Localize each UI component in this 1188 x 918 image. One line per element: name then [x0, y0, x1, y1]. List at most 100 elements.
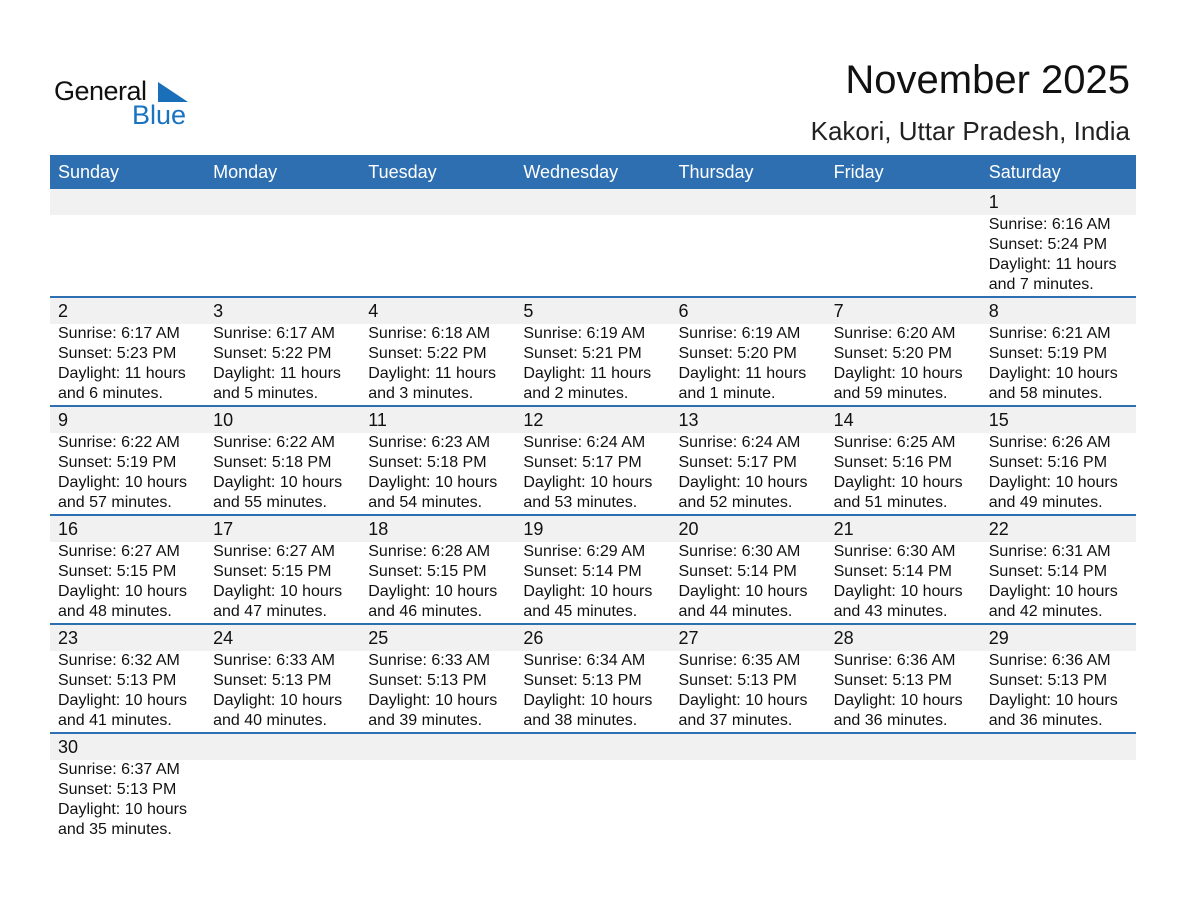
sunrise-text: Sunrise: 6:20 AM — [833, 325, 956, 342]
empty-day-cell — [515, 734, 670, 843]
daylight-text: Daylight: 10 hours — [58, 583, 187, 600]
day-cell: 22 Sunrise: 6:31 AM Sunset: 5:14 PM Dayligh… — [981, 516, 1136, 623]
sunset-text: Sunset: 5:13 PM — [833, 672, 952, 689]
weekday-thursday: Thursday — [678, 162, 754, 182]
day-number: 22 — [988, 519, 1009, 539]
sunset-text: Sunset: 5:13 PM — [368, 672, 487, 689]
day-number-band — [50, 189, 1136, 215]
daylight-minutes-text: and 52 minutes. — [678, 494, 793, 511]
daylight-minutes-text: and 5 minutes. — [213, 385, 319, 402]
sunrise-text: Sunrise: 6:19 AM — [678, 325, 801, 342]
daylight-text: Daylight: 10 hours — [988, 583, 1118, 600]
daylight-minutes-text: and 6 minutes. — [58, 385, 163, 402]
general-blue-logo: General Blue — [54, 76, 194, 132]
day-cell: 4 Sunrise: 6:18 AM Sunset: 5:22 PM Daylight… — [360, 298, 515, 405]
daylight-text: Daylight: 11 hours — [988, 256, 1117, 273]
daylight-text: Daylight: 10 hours — [368, 474, 498, 491]
logo-text-general: General — [54, 76, 147, 106]
day-cell: 14 Sunrise: 6:25 AM Sunset: 5:16 PM Dayligh… — [826, 407, 981, 514]
day-cell: 12 Sunrise: 6:24 AM Sunset: 5:17 PM Dayligh… — [515, 407, 670, 514]
day-number: 20 — [678, 519, 699, 539]
daylight-minutes-text: and 53 minutes. — [523, 494, 638, 511]
empty-day-cell — [205, 189, 360, 296]
day-number: 7 — [833, 301, 844, 321]
daylight-text: Daylight: 10 hours — [213, 583, 343, 600]
day-cell: 13 Sunrise: 6:24 AM Sunset: 5:17 PM Dayligh… — [671, 407, 826, 514]
daylight-minutes-text: and 35 minutes. — [58, 821, 172, 838]
sunset-text: Sunset: 5:15 PM — [58, 563, 177, 580]
day-cell: 29 Sunrise: 6:36 AM Sunset: 5:13 PM Dayligh… — [981, 625, 1136, 732]
logo-triangle-icon — [158, 82, 188, 102]
sunrise-text: Sunrise: 6:16 AM — [988, 216, 1111, 233]
sunset-text: Sunset: 5:14 PM — [988, 563, 1108, 580]
daylight-minutes-text: and 43 minutes. — [833, 603, 948, 620]
daylight-text: Daylight: 10 hours — [58, 801, 187, 818]
sunset-text: Sunset: 5:13 PM — [523, 672, 642, 689]
day-cell: 15 Sunrise: 6:26 AM Sunset: 5:16 PM Dayligh… — [981, 407, 1136, 514]
day-number-band — [50, 298, 1136, 324]
sunrise-text: Sunrise: 6:17 AM — [58, 325, 180, 342]
daylight-minutes-text: and 47 minutes. — [213, 603, 327, 620]
sunrise-text: Sunrise: 6:35 AM — [678, 652, 801, 669]
daylight-minutes-text: and 39 minutes. — [368, 712, 483, 729]
day-cell: 7 Sunrise: 6:20 AM Sunset: 5:20 PM Daylight… — [826, 298, 981, 405]
day-number: 11 — [368, 410, 387, 430]
daylight-minutes-text: and 1 minute. — [678, 385, 776, 402]
daylight-minutes-text: and 58 minutes. — [988, 385, 1103, 402]
sunset-text: Sunset: 5:17 PM — [523, 454, 642, 471]
day-number: 9 — [58, 410, 69, 430]
sunset-text: Sunset: 5:23 PM — [58, 345, 177, 362]
weekday-monday: Monday — [213, 162, 278, 182]
weekday-saturday: Saturday — [988, 162, 1061, 182]
day-cell: 11 Sunrise: 6:23 AM Sunset: 5:18 PM Dayligh… — [360, 407, 515, 514]
daylight-minutes-text: and 3 minutes. — [368, 385, 474, 402]
empty-day-cell — [515, 189, 670, 296]
weekday-sunday: Sunday — [58, 162, 120, 182]
day-number: 5 — [523, 301, 534, 321]
week-row: 16 Sunrise: 6:27 AM Sunset: 5:15 PM Dayligh… — [50, 516, 1136, 625]
calendar-grid: Sunday Monday Tuesday Wednesday Thursday Frid… — [50, 155, 1136, 843]
day-number-band — [50, 516, 1136, 542]
sunrise-text: Sunrise: 6:33 AM — [213, 652, 335, 669]
daylight-minutes-text: and 48 minutes. — [58, 603, 172, 620]
sunrise-text: Sunrise: 6:25 AM — [833, 434, 956, 451]
day-cell: 25 Sunrise: 6:33 AM Sunset: 5:13 PM Dayligh… — [360, 625, 515, 732]
daylight-minutes-text: and 57 minutes. — [58, 494, 172, 511]
sunset-text: Sunset: 5:20 PM — [678, 345, 797, 362]
sunset-text: Sunset: 5:19 PM — [58, 454, 177, 471]
day-number: 29 — [988, 628, 1009, 648]
daylight-text: Daylight: 10 hours — [368, 692, 498, 709]
daylight-minutes-text: and 59 minutes. — [833, 385, 948, 402]
sunrise-text: Sunrise: 6:30 AM — [678, 543, 801, 560]
daylight-text: Daylight: 10 hours — [833, 583, 963, 600]
day-cell: 21 Sunrise: 6:30 AM Sunset: 5:14 PM Dayligh… — [826, 516, 981, 623]
sunrise-text: Sunrise: 6:37 AM — [58, 761, 180, 778]
sunrise-text: Sunrise: 6:36 AM — [988, 652, 1111, 669]
daylight-minutes-text: and 44 minutes. — [678, 603, 793, 620]
daylight-text: Daylight: 10 hours — [213, 692, 343, 709]
daylight-text: Daylight: 10 hours — [833, 365, 963, 382]
sunset-text: Sunset: 5:24 PM — [988, 236, 1108, 253]
sunrise-text: Sunrise: 6:23 AM — [368, 434, 491, 451]
day-number: 27 — [678, 628, 699, 648]
day-cell: 3 Sunrise: 6:17 AM Sunset: 5:22 PM Daylight… — [205, 298, 360, 405]
daylight-minutes-text: and 55 minutes. — [213, 494, 327, 511]
day-number: 18 — [368, 519, 389, 539]
sunset-text: Sunset: 5:13 PM — [213, 672, 332, 689]
daylight-text: Daylight: 11 hours — [368, 365, 497, 382]
day-cell: 27 Sunrise: 6:35 AM Sunset: 5:13 PM Dayligh… — [671, 625, 826, 732]
sunrise-text: Sunrise: 6:17 AM — [213, 325, 335, 342]
sunset-text: Sunset: 5:16 PM — [988, 454, 1108, 471]
day-number: 26 — [523, 628, 544, 648]
sunrise-text: Sunrise: 6:24 AM — [678, 434, 801, 451]
sunset-text: Sunset: 5:22 PM — [213, 345, 332, 362]
day-cell: 17 Sunrise: 6:27 AM Sunset: 5:15 PM Dayligh… — [205, 516, 360, 623]
daylight-minutes-text: and 54 minutes. — [368, 494, 483, 511]
sunset-text: Sunset: 5:13 PM — [58, 781, 177, 798]
location-subtitle: Kakori, Uttar Pradesh, India — [810, 116, 1130, 146]
day-cell: 8 Sunrise: 6:21 AM Sunset: 5:19 PM Daylight… — [981, 298, 1136, 405]
week-row: 2 Sunrise: 6:17 AM Sunset: 5:23 PM Daylight… — [50, 298, 1136, 407]
day-number: 8 — [988, 301, 999, 321]
sunrise-text: Sunrise: 6:22 AM — [58, 434, 180, 451]
calendar-weeks: 1 Sunrise: 6:16 AM Sunset: 5:24 PM Daylight… — [50, 189, 1136, 843]
